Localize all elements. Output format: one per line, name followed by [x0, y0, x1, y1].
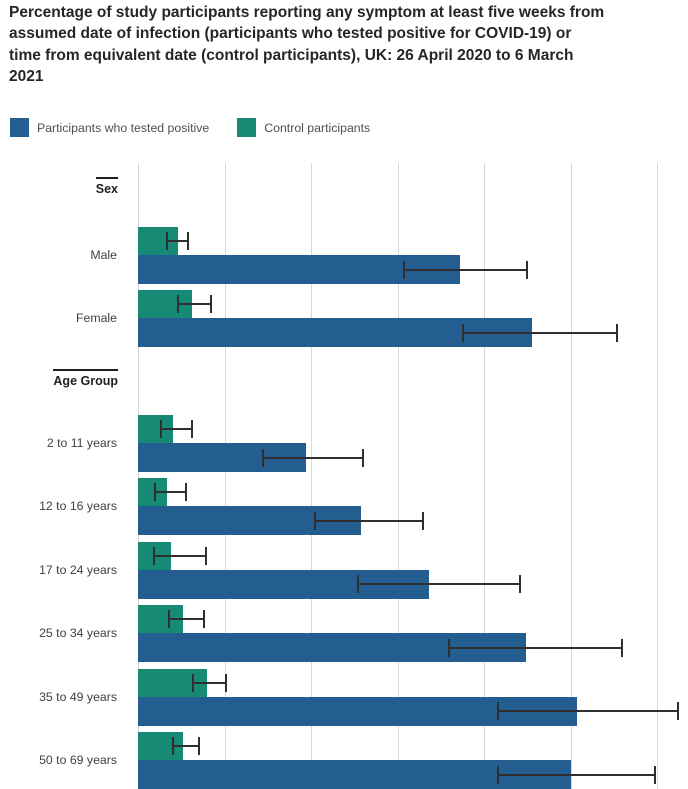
- error-bar-control: [172, 745, 199, 747]
- error-bar-positive: [497, 773, 656, 776]
- error-bar-control: [169, 618, 204, 621]
- error-bar-control-low-cap: [166, 232, 169, 250]
- error-bar-control-low-cap: [176, 295, 179, 314]
- error-bar-positive-high-cap: [519, 575, 522, 594]
- error-bar-positive-low-cap: [496, 702, 499, 721]
- row-label-12-to-16-years: 12 to 16 years: [39, 499, 117, 514]
- error-bar-positive-high-cap: [361, 448, 364, 467]
- error-bar-control: [167, 240, 189, 242]
- error-bar-control: [160, 428, 192, 430]
- row-label-25-to-34-years: 25 to 34 years: [39, 626, 117, 641]
- gridline-0pct: [138, 163, 139, 789]
- section-header-label: Age Group: [53, 369, 118, 388]
- gridline-10pct: [311, 163, 312, 789]
- error-bar-positive: [262, 456, 363, 459]
- error-bar-positive-low-cap: [403, 260, 406, 279]
- row-label-2-to-11-years: 2 to 11 years: [46, 436, 117, 450]
- error-bar-control-high-cap: [225, 673, 228, 692]
- row-label-female: Female: [75, 311, 117, 326]
- error-bar-control-high-cap: [202, 610, 205, 629]
- error-bar-control: [193, 681, 227, 684]
- error-bar-control-low-cap: [159, 420, 162, 438]
- gridline-20pct: [484, 163, 485, 789]
- error-bar-control-low-cap: [154, 483, 157, 502]
- error-bar-control-low-cap: [171, 737, 174, 755]
- error-bar-control-low-cap: [192, 673, 195, 692]
- error-bar-positive-low-cap: [356, 575, 359, 594]
- legend-swatch-control-icon: [237, 118, 257, 137]
- error-bar-control-high-cap: [204, 546, 207, 565]
- error-bar-positive: [449, 646, 623, 649]
- error-bar-positive: [463, 331, 618, 334]
- error-bar-positive-low-cap: [496, 765, 499, 784]
- section-header-sex: Sex: [95, 177, 118, 196]
- error-bar-positive: [497, 710, 678, 713]
- legend-label-control: Control participants: [264, 120, 371, 135]
- error-bar-control-high-cap: [190, 420, 193, 438]
- error-bar-positive-high-cap: [676, 702, 679, 721]
- error-bar-control: [153, 554, 206, 557]
- error-bar-positive: [404, 268, 528, 271]
- legend-item-control: Control participants: [237, 118, 370, 137]
- error-bar-control: [177, 303, 211, 306]
- error-bar-positive-low-cap: [261, 448, 264, 467]
- gridline-25pct: [570, 163, 572, 789]
- row-label-35-to-49-years: 35 to 49 years: [39, 689, 117, 704]
- error-bar-control-low-cap: [152, 546, 155, 565]
- chart-title: Percentage of study participants reporti…: [9, 4, 605, 86]
- error-bar-positive-high-cap: [616, 323, 619, 342]
- legend-swatch-positive-icon: [10, 118, 29, 137]
- error-bar-control-high-cap: [209, 295, 212, 314]
- gridline-15pct: [397, 163, 399, 789]
- legend-item-positive: Participants who tested positive: [10, 118, 209, 137]
- section-header-age-group: Age Group: [53, 369, 118, 388]
- error-bar-control-high-cap: [197, 737, 200, 755]
- row-label-male: Male: [90, 248, 117, 262]
- gridline-5pct: [224, 163, 226, 789]
- row-label-17-to-24-years: 17 to 24 years: [39, 562, 117, 577]
- error-bar-positive-low-cap: [462, 323, 465, 342]
- gridline-30pct: [657, 163, 658, 789]
- error-bar-positive: [357, 583, 521, 586]
- section-header-label: Sex: [95, 177, 118, 196]
- error-bar-control-high-cap: [185, 483, 188, 502]
- error-bar-positive-high-cap: [654, 765, 657, 784]
- legend-label-positive: Participants who tested positive: [37, 120, 210, 135]
- legend: Participants who tested positive Control…: [10, 118, 370, 137]
- error-bar-positive-low-cap: [313, 511, 316, 530]
- row-label-50-to-69-years: 50 to 69 years: [39, 753, 117, 767]
- error-bar-positive-high-cap: [422, 511, 425, 530]
- error-bar-positive-high-cap: [621, 638, 624, 657]
- error-bar-control-high-cap: [187, 232, 190, 250]
- error-bar-positive: [314, 519, 424, 522]
- error-bar-positive-high-cap: [526, 260, 529, 279]
- error-bar-control-low-cap: [168, 610, 171, 629]
- error-bar-positive-low-cap: [448, 638, 451, 657]
- error-bar-control: [155, 491, 187, 494]
